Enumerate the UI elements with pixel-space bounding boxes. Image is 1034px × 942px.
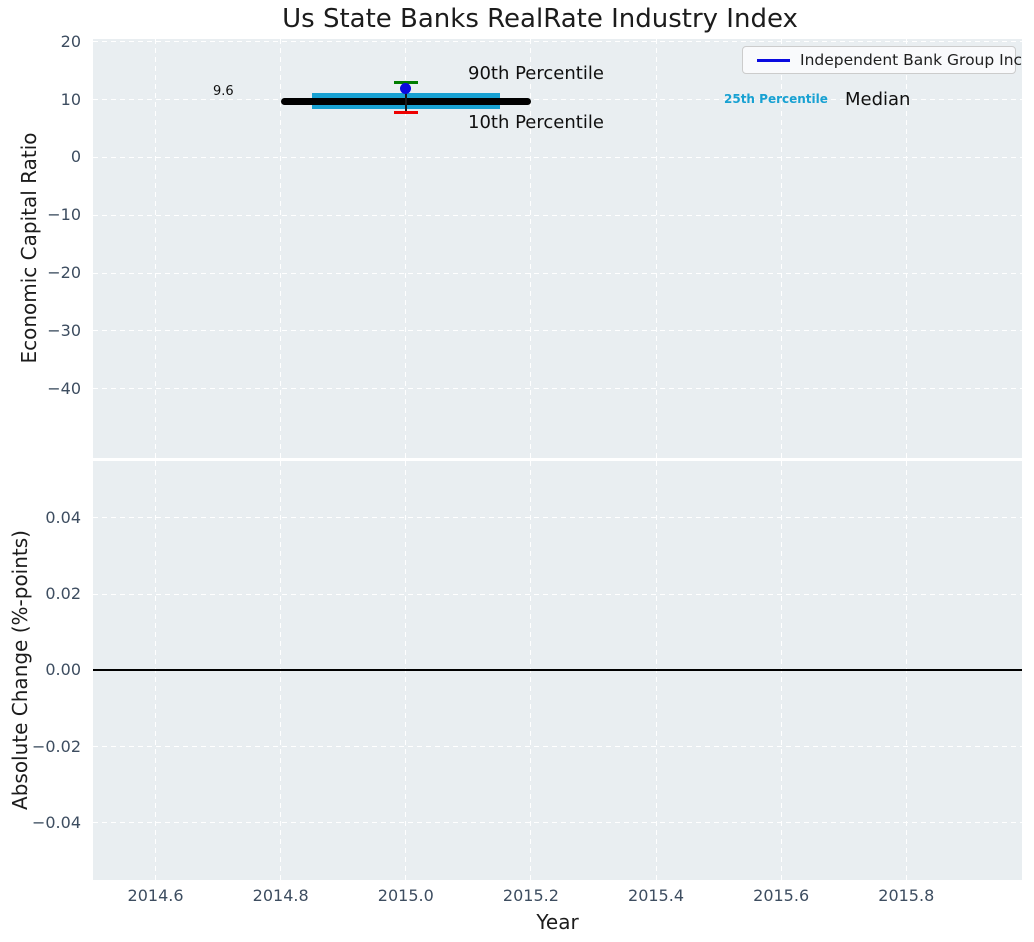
y-tick-label: 0.02: [45, 584, 81, 604]
bottom-plot-area: [93, 461, 1022, 880]
x-gridline: [405, 39, 407, 458]
y-gridline: [93, 746, 1022, 748]
y-tick-label: −20: [47, 263, 81, 283]
y-tick-label: 0: [70, 147, 81, 167]
y-tick-label: −10: [47, 205, 81, 225]
x-tick-label: 2015.0: [377, 886, 434, 905]
legend: Independent Bank Group Inc: [742, 46, 1022, 74]
x-tick-label: 2015.8: [878, 886, 935, 905]
y-gridline: [93, 330, 1022, 332]
x-tick-label: 2015.4: [628, 886, 684, 905]
y-gridline: [93, 593, 1022, 595]
whisker: [405, 82, 407, 113]
x-gridline: [280, 39, 282, 458]
chart-title: Us State Banks RealRate Industry Index: [282, 4, 798, 34]
y-gridline: [93, 388, 1022, 390]
x-tick-label: 2015.2: [502, 886, 559, 905]
y-gridline: [93, 41, 1022, 43]
y-gridline: [93, 214, 1022, 216]
y-tick-label: 0.04: [45, 507, 81, 527]
p90-cap: [393, 80, 418, 84]
y-tick-label: −0.04: [31, 812, 81, 832]
x-tick-label: 2014.6: [127, 886, 184, 905]
annotation-median: Median: [845, 89, 911, 110]
annotation-10th-percentile: 10th Percentile: [468, 112, 604, 133]
x-gridline: [655, 39, 657, 458]
company-point: [400, 82, 412, 94]
y-gridline: [93, 99, 1022, 101]
y-gridline: [93, 156, 1022, 158]
y-gridline: [93, 822, 1022, 824]
y-tick-label: −30: [47, 320, 81, 340]
annotation-25th-percentile: 25th Percentile: [724, 92, 828, 106]
y-gridline: [93, 517, 1022, 519]
y-tick-label: −0.02: [31, 736, 81, 756]
p10-cap: [393, 111, 418, 115]
y-gridline: [93, 272, 1022, 274]
y-tick-label: 0.00: [45, 660, 81, 680]
y-tick-label: 10: [60, 89, 81, 109]
legend-label: Independent Bank Group Inc: [800, 51, 1023, 69]
zero-line: [93, 669, 1022, 672]
x-axis-label: Year: [536, 910, 579, 934]
y-tick-label: −40: [47, 378, 81, 398]
annotation-median-value: 9.6: [213, 84, 234, 99]
legend-line-swatch: [757, 58, 790, 62]
x-gridline: [780, 39, 782, 458]
x-gridline: [530, 39, 532, 458]
annotation-90th-percentile: 90th Percentile: [468, 63, 604, 84]
top-plot-area: [93, 39, 1022, 458]
y-tick-label: 20: [60, 31, 81, 51]
x-tick-label: 2015.6: [753, 886, 810, 905]
x-gridline: [155, 39, 157, 458]
x-gridline: [905, 39, 907, 458]
x-tick-label: 2014.8: [252, 886, 309, 905]
